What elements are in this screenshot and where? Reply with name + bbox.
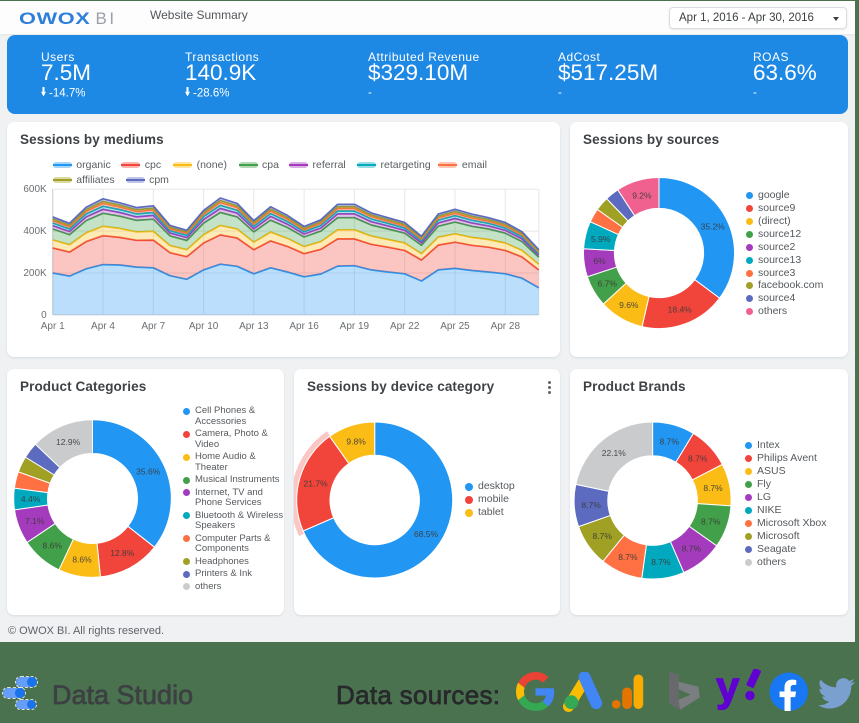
svg-text:21.7%: 21.7% — [304, 479, 329, 489]
svg-text:8.6%: 8.6% — [72, 555, 92, 565]
svg-text:8.7%: 8.7% — [688, 454, 708, 464]
svg-text:35.6%: 35.6% — [136, 467, 161, 477]
svg-text:12.9%: 12.9% — [56, 437, 81, 447]
svg-text:8.7%: 8.7% — [581, 500, 601, 510]
svg-text:Apr 16: Apr 16 — [289, 321, 319, 332]
svg-text:200K: 200K — [23, 268, 47, 279]
svg-text:Apr 1: Apr 1 — [41, 321, 65, 332]
svg-text:8.7%: 8.7% — [660, 436, 680, 446]
svg-text:8.7%: 8.7% — [682, 544, 702, 554]
svg-text:8.7%: 8.7% — [618, 552, 638, 562]
svg-text:8.6%: 8.6% — [43, 541, 63, 551]
svg-text:68.5%: 68.5% — [414, 529, 439, 539]
svg-text:9.8%: 9.8% — [346, 437, 366, 447]
svg-text:12.8%: 12.8% — [110, 548, 135, 558]
svg-text:4.4%: 4.4% — [21, 494, 41, 504]
svg-text:0: 0 — [41, 310, 47, 321]
svg-text:8.7%: 8.7% — [593, 531, 613, 541]
svg-text:8.7%: 8.7% — [703, 483, 723, 493]
svg-text:600K: 600K — [23, 184, 47, 195]
svg-text:6%: 6% — [593, 256, 606, 266]
svg-text:Apr 4: Apr 4 — [91, 321, 115, 332]
svg-text:7.1%: 7.1% — [25, 516, 45, 526]
svg-text:9.2%: 9.2% — [632, 191, 652, 201]
svg-text:Apr 7: Apr 7 — [141, 321, 165, 332]
svg-text:400K: 400K — [23, 226, 47, 237]
svg-text:Apr 19: Apr 19 — [340, 321, 370, 332]
svg-text:6.7%: 6.7% — [598, 279, 618, 289]
svg-text:Apr 25: Apr 25 — [440, 321, 470, 332]
svg-text:Apr 22: Apr 22 — [390, 321, 420, 332]
svg-text:9.6%: 9.6% — [619, 300, 639, 310]
svg-text:Apr 13: Apr 13 — [239, 321, 269, 332]
svg-text:18.4%: 18.4% — [668, 305, 693, 315]
svg-text:Apr 10: Apr 10 — [189, 321, 219, 332]
svg-text:22.1%: 22.1% — [602, 448, 627, 458]
svg-text:5.9%: 5.9% — [591, 234, 611, 244]
svg-text:8.7%: 8.7% — [701, 516, 721, 526]
svg-text:35.2%: 35.2% — [701, 221, 726, 231]
svg-text:8.7%: 8.7% — [651, 557, 671, 567]
svg-text:Apr 28: Apr 28 — [491, 321, 521, 332]
